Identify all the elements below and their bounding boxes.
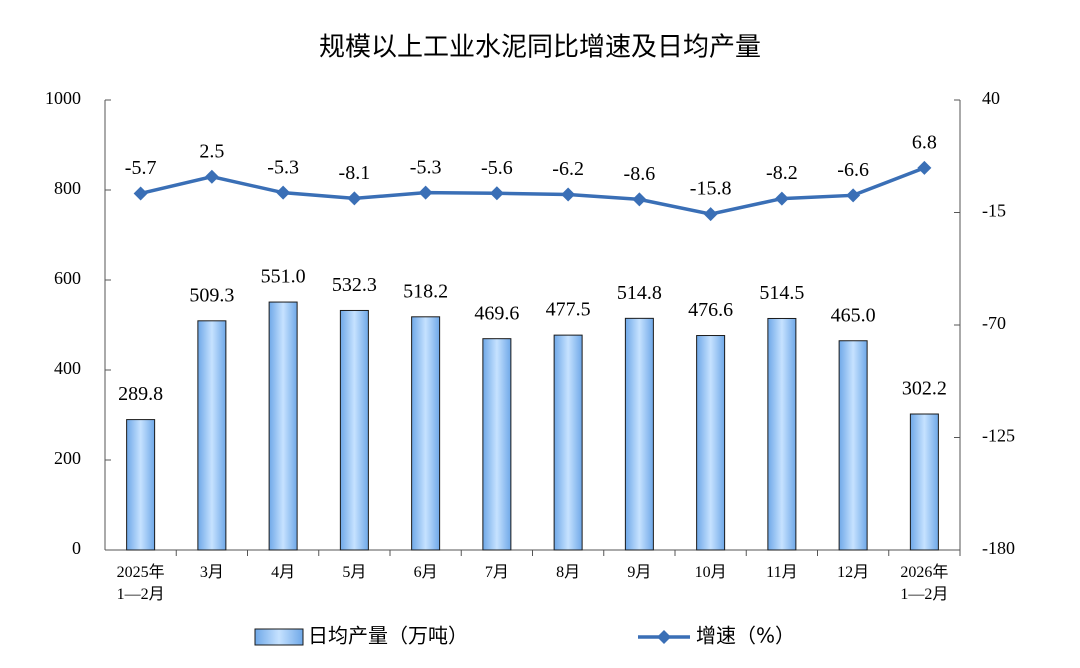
line-marker: [917, 160, 932, 175]
bar-value-label: 551.0: [261, 266, 306, 288]
y2-tick-label: -125: [982, 426, 1015, 446]
line-marker: [204, 169, 219, 184]
x-tick-label: 8月: [556, 564, 581, 581]
x-tick-label: 11月: [766, 564, 798, 581]
line-value-label: -5.6: [481, 157, 513, 179]
line: [140, 166, 926, 216]
line-value-label: -6.2: [552, 158, 584, 180]
line-marker: [561, 187, 576, 202]
line-value-label: -5.3: [410, 156, 442, 178]
line-value-label: -6.6: [837, 159, 869, 181]
line-value-label: -8.6: [624, 163, 656, 185]
bar-value-label: 518.2: [403, 280, 448, 302]
bar: [838, 340, 868, 551]
legend-label: 增速（%）: [696, 624, 795, 648]
bar: [126, 419, 156, 551]
bar: [411, 316, 441, 551]
line-marker: [133, 186, 148, 201]
bar-value-label: 509.3: [189, 284, 234, 306]
bar-value-label: 302.2: [902, 378, 947, 400]
line-marker: [774, 191, 789, 206]
bar: [339, 309, 369, 551]
line-marker: [632, 192, 647, 207]
line-value-label: 6.8: [912, 132, 937, 154]
y2-tick-label: -180: [982, 538, 1015, 558]
y2-tick-label: -15: [982, 201, 1006, 221]
line-marker: [418, 185, 433, 200]
bar-value-label: 514.5: [759, 282, 804, 304]
line-value-label: -8.2: [766, 162, 798, 184]
line-marker: [489, 186, 504, 201]
bar-value-label: 289.8: [118, 383, 163, 405]
line-value-label: -15.8: [690, 178, 732, 200]
y-tick-label: 400: [54, 358, 81, 378]
x-tick-label: 9月: [627, 564, 652, 581]
x-tick-label: 10月: [694, 564, 727, 581]
bar: [696, 335, 726, 551]
bar: [197, 320, 227, 551]
line-value-label: -8.1: [339, 162, 371, 184]
line-value-label: -5.3: [267, 156, 299, 178]
bar-value-label: 514.8: [617, 282, 662, 304]
line-marker: [703, 207, 718, 222]
legend-swatch: [254, 628, 304, 646]
chart-title: 规模以上工业水泥同比增速及日均产量: [319, 33, 761, 63]
x-tick-label: 12月: [837, 564, 870, 581]
line-marker: [276, 185, 291, 200]
x-tick-label: 4月: [271, 564, 296, 581]
x-tick-label: 6月: [413, 564, 438, 581]
bar-value-label: 469.6: [474, 302, 519, 324]
y2-tick-label: -70: [982, 313, 1006, 333]
y-tick-label: 800: [54, 178, 81, 198]
y-tick-label: 200: [54, 448, 81, 468]
bar: [624, 317, 654, 551]
bar: [553, 334, 583, 551]
y-tick-label: 600: [54, 268, 81, 288]
x-tick-label: 7月: [484, 564, 509, 581]
line-marker: [347, 191, 362, 206]
line-value-label: 2.5: [199, 140, 224, 162]
y2-tick-label: 40: [982, 88, 1000, 108]
bar-value-label: 476.6: [688, 299, 733, 321]
bar-value-label: 532.3: [332, 274, 377, 296]
bar: [767, 317, 797, 551]
x-tick-label: 3月: [199, 564, 224, 581]
x-tick-label: 2026年 1—2月: [900, 564, 949, 603]
bar-value-label: 465.0: [831, 304, 876, 326]
line-marker: [846, 188, 861, 203]
bar: [482, 338, 512, 551]
legend-marker: [657, 630, 671, 644]
y-tick-label: 0: [72, 538, 81, 558]
y-tick-label: 1000: [45, 88, 81, 108]
legend-label: 日均产量（万吨）: [308, 624, 468, 648]
bar: [268, 301, 298, 551]
bar-value-label: 477.5: [546, 299, 591, 321]
line-value-label: -5.7: [125, 157, 157, 179]
x-tick-label: 2025年 1—2月: [116, 564, 165, 603]
bar: [909, 413, 939, 551]
x-tick-label: 5月: [342, 564, 367, 581]
